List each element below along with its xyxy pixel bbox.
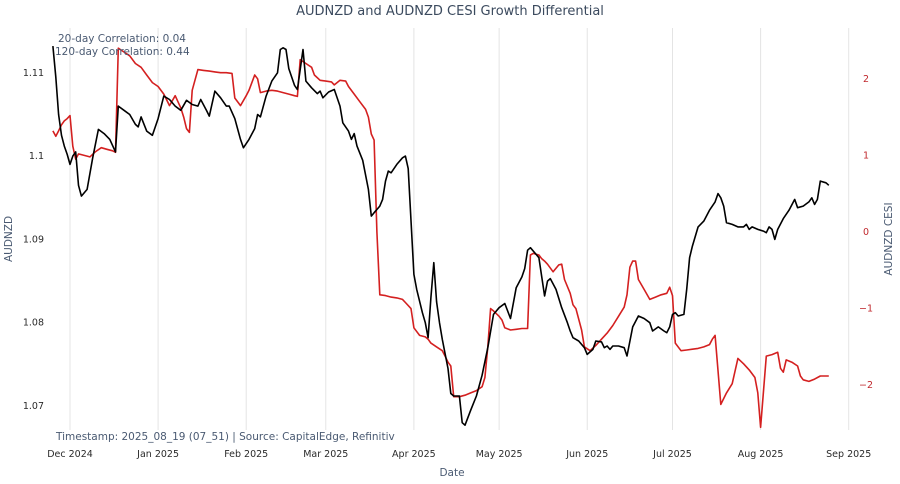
y-axis-ticks: 1.07 1.08 1.09 1.1 1.11	[23, 68, 44, 412]
series-layer	[52, 46, 830, 429]
x-tick-label: Feb 2025	[224, 449, 268, 460]
chart-title: AUDNZD and AUDNZD CESI Growth Differenti…	[296, 4, 604, 19]
x-tick-label: Jul 2025	[652, 449, 692, 460]
x-axis-ticks: Dec 2024 Jan 2025 Feb 2025 Mar 2025 Apr 2025…	[47, 449, 871, 460]
x-axis-title: Date	[439, 467, 464, 479]
annotation-corr20: 20-day Correlation: 0.04	[58, 33, 186, 45]
grid-lines	[69, 28, 850, 430]
x-tick-label: May 2025	[476, 449, 523, 460]
y-tick-label: 1.09	[23, 234, 44, 245]
series-line-cesi	[52, 47, 829, 429]
series-line-audnzd	[52, 46, 830, 426]
y-tick-label: 1.11	[23, 68, 44, 79]
x-tick-label: Jun 2025	[565, 449, 608, 460]
y-tick-label: 1.1	[29, 151, 44, 162]
y2-tick-label: 2	[863, 74, 869, 85]
y2-tick-label: 1	[863, 150, 869, 161]
y-tick-label: 1.07	[23, 401, 44, 412]
x-tick-label: Apr 2025	[392, 449, 436, 460]
y2-tick-label: −2	[859, 380, 873, 391]
y2-axis-title: AUDNZD CESI	[883, 202, 895, 275]
y2-tick-label: 0	[863, 227, 869, 238]
x-tick-label: Aug 2025	[738, 449, 784, 460]
y2-tick-label: −1	[859, 304, 873, 315]
y-axis-title: AUDNZD	[3, 216, 15, 262]
x-tick-label: Mar 2025	[303, 449, 348, 460]
y-tick-label: 1.08	[23, 318, 44, 329]
x-tick-label: Jan 2025	[136, 449, 179, 460]
y2-axis-ticks: −2 −1 0 1 2	[859, 74, 873, 391]
x-tick-label: Dec 2024	[47, 449, 93, 460]
x-tick-label: Sep 2025	[826, 449, 871, 460]
footer-annotation: Timestamp: 2025_08_19 (07_51) | Source: …	[55, 431, 395, 443]
annotation-corr120: 120-day Correlation: 0.44	[55, 46, 190, 58]
